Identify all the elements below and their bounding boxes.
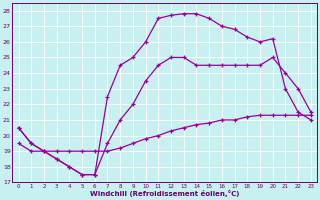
X-axis label: Windchill (Refroidissement éolien,°C): Windchill (Refroidissement éolien,°C) — [90, 190, 239, 197]
